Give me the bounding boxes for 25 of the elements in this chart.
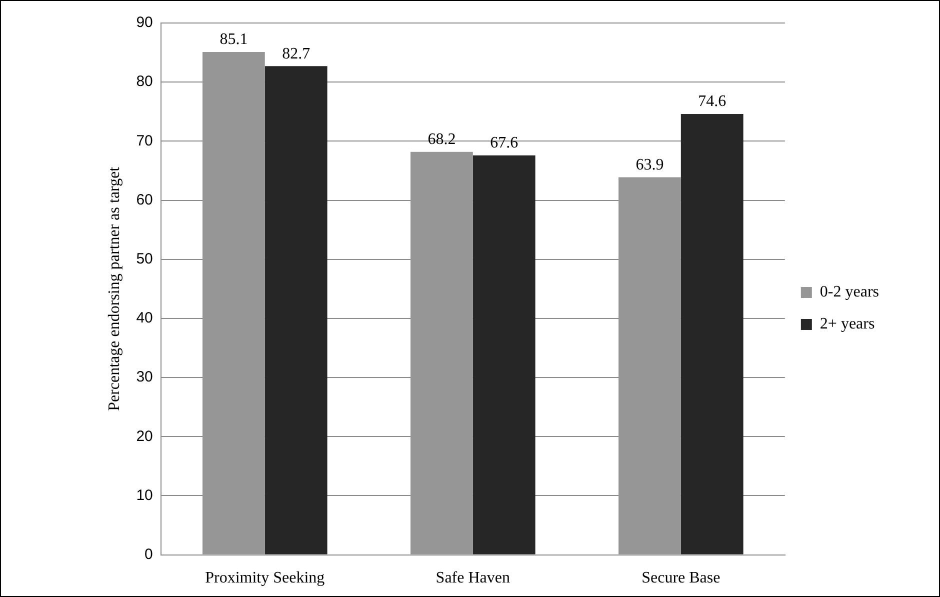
y-tick-label: 90 — [136, 14, 153, 32]
y-tick-label: 60 — [136, 191, 153, 208]
y-tick-label: 0 — [144, 546, 153, 563]
data-label: 63.9 — [636, 156, 664, 174]
y-tick-label: 80 — [136, 73, 153, 90]
x-tick-label: Secure Base — [642, 570, 720, 587]
legend-label: 0-2 years — [820, 284, 880, 301]
bar — [264, 66, 328, 554]
y-tick-label: 10 — [136, 486, 153, 504]
y-tick-label: 50 — [136, 250, 153, 268]
y-axis-title: Percentage endorsing partner as target — [106, 166, 123, 411]
bar — [472, 155, 536, 554]
y-tick-label: 20 — [136, 428, 153, 445]
x-tick-label: Proximity Seeking — [205, 570, 325, 587]
x-tick-label: Safe Haven — [436, 570, 510, 587]
y-tick-label: 70 — [136, 132, 153, 150]
legend-label: 2+ years — [820, 316, 875, 333]
y-tick-label: 40 — [136, 310, 153, 327]
data-label: 74.6 — [698, 93, 726, 110]
data-label: 68.2 — [428, 131, 456, 148]
y-tick-label: 30 — [136, 368, 153, 386]
data-label: 82.7 — [282, 45, 310, 62]
data-label: 85.1 — [220, 31, 248, 48]
bar — [680, 114, 744, 554]
data-label: 67.6 — [490, 134, 518, 152]
